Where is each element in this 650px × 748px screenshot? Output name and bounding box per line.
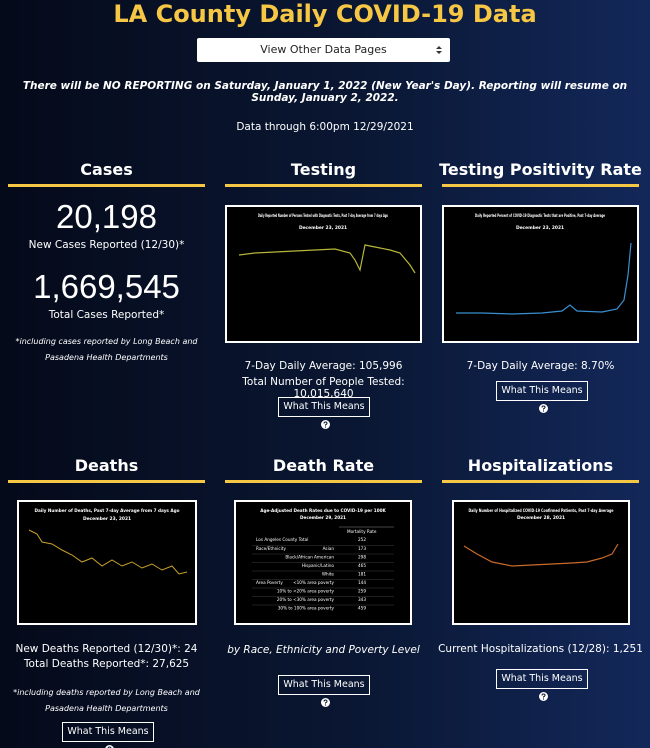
what-this-means-button[interactable]: What This Means: [496, 381, 588, 413]
page-title: LA County Daily COVID-19 Data: [113, 0, 537, 28]
row-item: Hispanic/Latino: [302, 563, 335, 568]
death-rate-table: Age-Adjusted Death Rates due to COVID-19…: [234, 500, 412, 625]
data-through: Data through 6:00pm 12/29/2021: [236, 121, 414, 133]
chart-date: December 29, 2021: [300, 515, 346, 520]
what-this-means-button[interactable]: What This Means: [62, 722, 154, 748]
row-rate: 343: [358, 597, 366, 602]
chart-date: December 23, 2021: [516, 225, 564, 231]
heading-rule: [8, 480, 205, 483]
chart-title: Daily Reported Percent of COVID-19 Diagn…: [475, 213, 605, 219]
row-rate: 465: [358, 563, 366, 568]
column-header: Mortality Rate: [347, 529, 377, 534]
button-label: What This Means: [283, 401, 365, 412]
hospitalizations-chart: Daily Number of Hospitalized COVID-19 Co…: [452, 500, 630, 625]
help-icon: [539, 692, 548, 701]
heading-rule: [225, 480, 422, 483]
chart-title: Daily Number of Hospitalized COVID-19 Co…: [469, 508, 614, 514]
select-arrows: [436, 46, 442, 54]
new-deaths: New Deaths Reported (12/30)*: 24: [15, 643, 198, 655]
total-deaths: Total Deaths Reported*: 27,625: [23, 658, 190, 670]
total-rate: 252: [358, 537, 366, 542]
select-label: View Other Data Pages: [260, 43, 387, 56]
chart-date: December 23, 2021: [83, 516, 131, 522]
testing-chart: Daily Reported Number of Persons Tested …: [225, 205, 422, 343]
row-item: Asian: [323, 546, 335, 551]
heading-rule: [8, 184, 205, 187]
chart-date: December 23, 2021: [299, 225, 347, 231]
section-heading: Cases: [80, 160, 133, 179]
section-heading: Deaths: [74, 456, 139, 475]
help-icon: [539, 404, 548, 413]
row-rate: 459: [358, 606, 366, 611]
row-rate: 173: [358, 546, 366, 551]
total-label: Los Angeles County Total: [256, 537, 308, 542]
row-item: White: [322, 572, 335, 577]
row-rate: 181: [358, 572, 366, 577]
button-label: What This Means: [501, 385, 583, 396]
heading-rule: [442, 480, 639, 483]
row-group: Race/Ethnicity: [256, 546, 287, 551]
testing-average: 7-Day Daily Average: 105,996: [244, 360, 403, 372]
current-hospitalizations: Current Hospitalizations (12/28): 1,251: [438, 643, 643, 655]
chart-title: Daily Number of Deaths, Past 7-day Avera…: [35, 508, 180, 514]
row-item: Black/African American: [285, 555, 334, 560]
chart-title: Daily Reported Number of Persons Tested …: [258, 213, 388, 219]
button-label: What This Means: [283, 679, 365, 690]
row-item: 30% to 100% area poverty: [278, 606, 335, 611]
section-heading: Testing Positivity Rate: [439, 160, 642, 179]
help-icon: [321, 420, 330, 429]
help-icon: [321, 698, 330, 707]
deaths-note: *including deaths reported by Long Beach…: [13, 688, 200, 713]
new-cases-label: New Cases Reported (12/30)*: [28, 239, 185, 251]
positivity-chart: Daily Reported Percent of COVID-19 Diagn…: [442, 205, 639, 343]
row-item: 10% to <20% area poverty: [277, 589, 335, 594]
page-select[interactable]: View Other Data Pages: [197, 38, 450, 62]
what-this-means-button[interactable]: What This Means: [496, 669, 588, 701]
section-heading: Hospitalizations: [467, 456, 614, 475]
section-heading: Death Rate: [272, 456, 375, 475]
notice: There will be NO REPORTING on Saturday, …: [22, 80, 628, 104]
button-label: What This Means: [67, 726, 149, 737]
deaths-chart: Daily Number of Deaths, Past 7-day Avera…: [17, 500, 197, 625]
total-cases-label: Total Cases Reported*: [48, 309, 165, 321]
help-icon: [105, 745, 114, 748]
section-heading: Testing: [290, 160, 357, 179]
button-label: What This Means: [501, 673, 583, 684]
row-item: 20% to <30% area poverty: [277, 597, 335, 602]
cases-note: *including cases reported by Long Beach …: [15, 337, 198, 362]
chart-date: December 28, 2021: [517, 515, 565, 521]
new-cases: 20,198: [56, 198, 157, 235]
row-group: Area Poverty: [256, 580, 283, 585]
what-this-means-button[interactable]: What This Means: [278, 397, 370, 429]
total-cases: 1,669,545: [33, 268, 180, 305]
heading-rule: [225, 184, 422, 187]
death-rate-caption: by Race, Ethnicity and Poverty Level: [227, 644, 420, 656]
what-this-means-button[interactable]: What This Means: [278, 675, 370, 707]
row-rate: 144: [358, 580, 366, 585]
positivity-average: 7-Day Daily Average: 8.70%: [466, 360, 615, 372]
row-rate: 298: [358, 555, 366, 560]
chart-title: Age-Adjusted Death Rates due to COVID-19…: [260, 508, 386, 513]
row-item: <10% area poverty: [293, 580, 334, 585]
heading-rule: [442, 184, 639, 187]
row-rate: 259: [358, 589, 366, 594]
